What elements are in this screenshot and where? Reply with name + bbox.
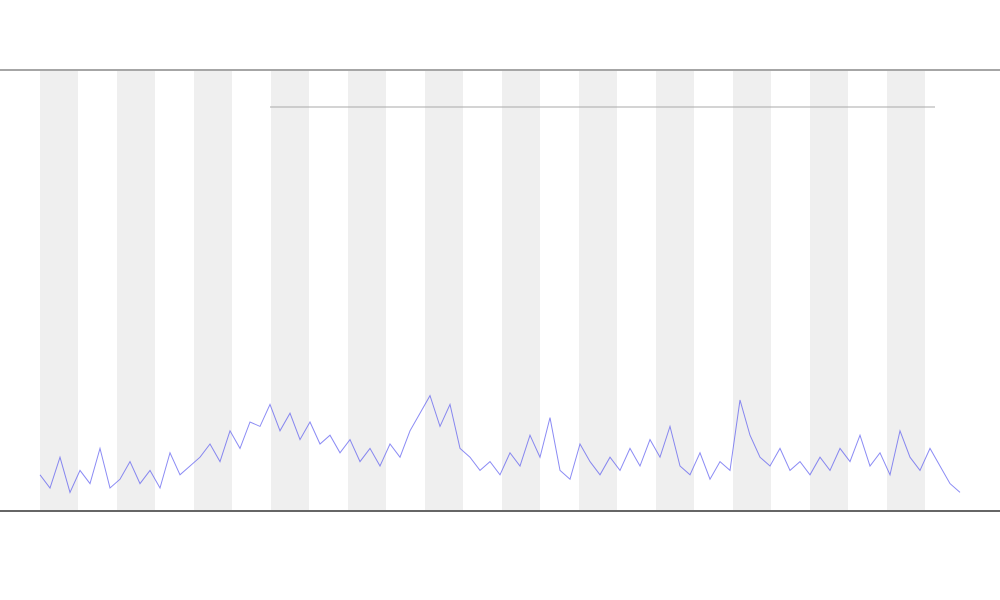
background-bands (40, 71, 925, 510)
shaded-band (733, 71, 771, 510)
shaded-band (348, 71, 386, 510)
shaded-band (117, 71, 155, 510)
shaded-band (887, 71, 925, 510)
shaded-band (579, 71, 617, 510)
shaded-band (502, 71, 540, 510)
shaded-band (271, 71, 309, 510)
shaded-band (425, 71, 463, 510)
shaded-band (810, 71, 848, 510)
shaded-band (656, 71, 694, 510)
shaded-band (40, 71, 78, 510)
shaded-band (194, 71, 232, 510)
data-line (39, 394, 961, 494)
